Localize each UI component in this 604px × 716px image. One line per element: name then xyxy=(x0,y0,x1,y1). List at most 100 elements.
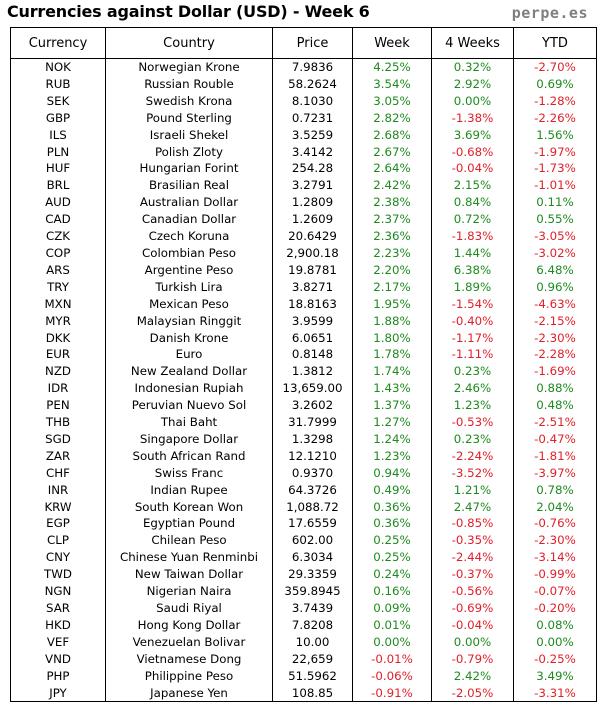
week-change-cell: 3.54% xyxy=(352,75,432,93)
ytd-change-cell: -3.02% xyxy=(513,244,597,262)
country-cell: Venezuelan Bolivar xyxy=(105,633,273,651)
week-change-cell: 0.25% xyxy=(352,549,432,567)
ytd-change-cell: -0.20% xyxy=(513,600,597,617)
country-cell: Hungarian Forint xyxy=(105,160,273,178)
currency-code-cell: NZD xyxy=(10,363,106,381)
ytd-change-cell: 0.11% xyxy=(513,194,597,212)
week-change-cell: -0.91% xyxy=(352,684,432,703)
ytd-change-cell: -3.05% xyxy=(513,228,597,245)
currency-code-cell: ILS xyxy=(10,126,106,144)
price-cell: 10.00 xyxy=(272,633,353,651)
price-cell: 31.7999 xyxy=(272,414,353,431)
country-cell: Singapore Dollar xyxy=(105,430,273,448)
week-change-cell: 2.68% xyxy=(352,126,432,144)
currency-code-cell: AUD xyxy=(10,194,106,212)
column-header-ytd: YTD xyxy=(513,27,597,59)
currency-code-cell: PHP xyxy=(10,667,106,685)
currency-code-cell: DKK xyxy=(10,329,106,347)
country-cell: Israeli Shekel xyxy=(105,126,273,144)
price-cell: 22,659 xyxy=(272,650,353,668)
table-row: VEF Venezuelan Bolivar 10.00 0.00% 0.00% 0.00… xyxy=(10,633,597,651)
currency-code-cell: TWD xyxy=(10,566,106,584)
four-week-change-cell: -1.38% xyxy=(431,109,514,127)
week-change-cell: 0.49% xyxy=(352,481,432,499)
four-week-change-cell: -0.04% xyxy=(431,616,514,634)
table-row: MXN Mexican Peso 18.8163 1.95% -1.54% -4.63% xyxy=(10,295,597,313)
table-row: COP Colombian Peso 2,900.18 2.23% 1.44% -3.02… xyxy=(10,244,597,262)
currency-code-cell: CLP xyxy=(10,532,106,550)
currency-code-cell: HUF xyxy=(10,160,106,178)
week-change-cell: 2.82% xyxy=(352,109,432,127)
table-row: CZK Czech Koruna 20.6429 2.36% -1.83% -3.05% xyxy=(10,228,597,245)
table-row: IDR Indonesian Rupiah 13,659.00 1.43% 2.46% 0… xyxy=(10,380,597,398)
ytd-change-cell: -2.26% xyxy=(513,109,597,127)
four-week-change-cell: 0.00% xyxy=(431,92,514,110)
table-row: JPY Japanese Yen 108.85 -0.91% -2.05% -3.31% xyxy=(10,684,597,703)
currency-code-cell: CZK xyxy=(10,228,106,245)
ytd-change-cell: -2.15% xyxy=(513,312,597,330)
ytd-change-cell: -2.70% xyxy=(513,58,597,76)
week-change-cell: 4.25% xyxy=(352,58,432,76)
four-week-change-cell: 2.15% xyxy=(431,177,514,195)
table-row: PLN Polish Zloty 3.4142 2.67% -0.68% -1.97% xyxy=(10,143,597,161)
week-change-cell: -0.06% xyxy=(352,667,432,685)
country-cell: Indonesian Rupiah xyxy=(105,380,273,398)
country-cell: Swedish Krona xyxy=(105,92,273,110)
price-cell: 13,659.00 xyxy=(272,380,353,398)
currency-code-cell: KRW xyxy=(10,498,106,516)
table-row: SGD Singapore Dollar 1.3298 1.24% 0.23% -0.47… xyxy=(10,430,597,448)
country-cell: Japanese Yen xyxy=(105,684,273,703)
country-cell: Saudi Riyal xyxy=(105,600,273,617)
week-change-cell: 2.38% xyxy=(352,194,432,212)
four-week-change-cell: -2.24% xyxy=(431,447,514,465)
table-row: NZD New Zealand Dollar 1.3812 1.74% 0.23% -1.… xyxy=(10,363,597,381)
country-cell: Chinese Yuan Renminbi xyxy=(105,549,273,567)
table-row: NGN Nigerian Naira 359.8945 0.16% -0.56% -0.0… xyxy=(10,583,597,600)
table-row: HKD Hong Kong Dollar 7.8208 0.01% -0.04% 0.08… xyxy=(10,616,597,634)
ytd-change-cell: -2.51% xyxy=(513,414,597,431)
four-week-change-cell: 1.89% xyxy=(431,278,514,296)
currency-code-cell: JPY xyxy=(10,684,106,703)
table-row: MYR Malaysian Ringgit 3.9599 1.88% -0.40% -2.… xyxy=(10,312,597,330)
four-week-change-cell: -0.56% xyxy=(431,583,514,600)
ytd-change-cell: -3.14% xyxy=(513,549,597,567)
week-change-cell: 0.09% xyxy=(352,600,432,617)
country-cell: Brasilian Real xyxy=(105,177,273,195)
price-cell: 3.2602 xyxy=(272,397,353,415)
currency-code-cell: HKD xyxy=(10,616,106,634)
currency-code-cell: INR xyxy=(10,481,106,499)
ytd-change-cell: 0.08% xyxy=(513,616,597,634)
price-cell: 51.5962 xyxy=(272,667,353,685)
currency-code-cell: THB xyxy=(10,414,106,431)
price-cell: 2,900.18 xyxy=(272,244,353,262)
week-change-cell: 1.95% xyxy=(352,295,432,313)
four-week-change-cell: 2.46% xyxy=(431,380,514,398)
week-change-cell: 0.36% xyxy=(352,498,432,516)
country-cell: Hong Kong Dollar xyxy=(105,616,273,634)
country-cell: Malaysian Ringgit xyxy=(105,312,273,330)
currency-code-cell: CAD xyxy=(10,211,106,229)
ytd-change-cell: -0.07% xyxy=(513,583,597,600)
table-row: THB Thai Baht 31.7999 1.27% -0.53% -2.51% xyxy=(10,414,597,431)
four-week-change-cell: 0.72% xyxy=(431,211,514,229)
week-change-cell: 0.36% xyxy=(352,515,432,533)
currency-code-cell: COP xyxy=(10,244,106,262)
price-cell: 64.3726 xyxy=(272,481,353,499)
four-week-change-cell: 2.42% xyxy=(431,667,514,685)
week-change-cell: 0.94% xyxy=(352,464,432,482)
country-cell: Euro xyxy=(105,346,273,364)
country-cell: Mexican Peso xyxy=(105,295,273,313)
ytd-change-cell: -3.97% xyxy=(513,464,597,482)
brand-watermark: perpe.es xyxy=(511,4,588,22)
week-change-cell: 0.16% xyxy=(352,583,432,600)
ytd-change-cell: 0.69% xyxy=(513,75,597,93)
currency-code-cell: VEF xyxy=(10,633,106,651)
price-cell: 7.8208 xyxy=(272,616,353,634)
currency-code-cell: EGP xyxy=(10,515,106,533)
ytd-change-cell: 2.04% xyxy=(513,498,597,516)
price-cell: 12.1210 xyxy=(272,447,353,465)
country-cell: Swiss Franc xyxy=(105,464,273,482)
table-row: GBP Pound Sterling 0.7231 2.82% -1.38% -2.26% xyxy=(10,109,597,127)
currency-code-cell: PEN xyxy=(10,397,106,415)
four-week-change-cell: 1.23% xyxy=(431,397,514,415)
